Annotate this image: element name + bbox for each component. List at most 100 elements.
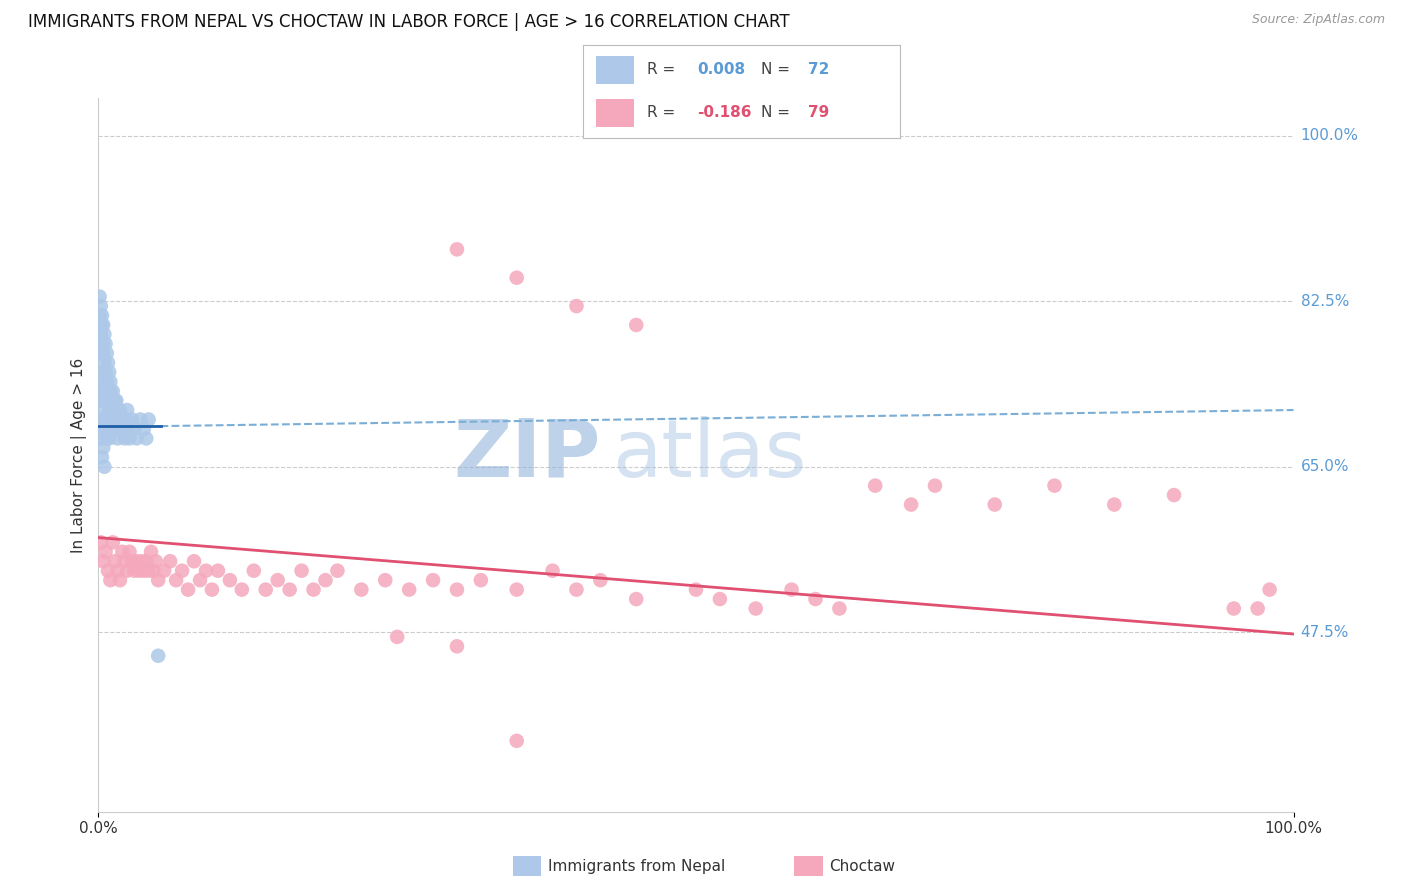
Point — [97, 393, 120, 408]
Point — [115, 412, 138, 426]
Point — [101, 535, 124, 549]
Text: N =: N = — [761, 62, 794, 78]
Point — [114, 554, 136, 568]
Y-axis label: In Labor Force | Age > 16: In Labor Force | Age > 16 — [72, 358, 87, 552]
Point — [302, 582, 325, 597]
Point — [924, 478, 946, 492]
Point — [153, 564, 176, 578]
Point — [112, 422, 135, 436]
Point — [91, 336, 114, 351]
Point — [94, 393, 117, 408]
Point — [98, 403, 121, 417]
Point — [117, 422, 139, 436]
Point — [565, 299, 588, 313]
Point — [470, 573, 492, 587]
Point — [91, 403, 114, 417]
Point — [267, 573, 290, 587]
Point — [138, 412, 160, 426]
Point — [685, 582, 707, 597]
Text: atlas: atlas — [612, 416, 807, 494]
Point — [107, 564, 129, 578]
Point — [165, 573, 187, 587]
Point — [828, 601, 851, 615]
Point — [148, 573, 170, 587]
Point — [104, 393, 127, 408]
Point — [98, 573, 122, 587]
Point — [89, 290, 111, 304]
Point — [105, 422, 128, 436]
Point — [148, 648, 170, 663]
Point — [96, 346, 118, 360]
Point — [101, 384, 124, 398]
Point — [90, 412, 112, 426]
Text: 47.5%: 47.5% — [1301, 624, 1348, 640]
Point — [900, 498, 922, 512]
Point — [91, 309, 114, 323]
Point — [114, 431, 136, 445]
Point — [91, 384, 114, 398]
Point — [100, 422, 122, 436]
Point — [90, 346, 112, 360]
Point — [103, 412, 125, 426]
Text: R =: R = — [647, 62, 681, 78]
Point — [745, 601, 768, 615]
Point — [115, 564, 138, 578]
Point — [89, 375, 111, 389]
Point — [91, 554, 114, 568]
Point — [98, 412, 122, 426]
Point — [97, 356, 120, 370]
Point — [201, 582, 224, 597]
Point — [96, 431, 118, 445]
Point — [243, 564, 266, 578]
Point — [91, 346, 114, 360]
Point — [541, 564, 564, 578]
Point — [90, 365, 112, 379]
Point — [94, 422, 117, 436]
Point — [1222, 601, 1246, 615]
Point — [709, 592, 731, 607]
Point — [91, 450, 114, 465]
Text: R =: R = — [647, 105, 681, 120]
Point — [506, 582, 529, 597]
Point — [132, 564, 155, 578]
Text: 65.0%: 65.0% — [1301, 459, 1348, 475]
Bar — [596, 56, 634, 84]
Point — [118, 545, 141, 559]
Point — [231, 582, 253, 597]
Text: 82.5%: 82.5% — [1301, 293, 1348, 309]
Point — [446, 582, 468, 597]
Point — [124, 564, 146, 578]
Text: Source: ZipAtlas.com: Source: ZipAtlas.com — [1251, 13, 1385, 27]
Text: -0.186: -0.186 — [697, 105, 752, 120]
Point — [105, 393, 128, 408]
Point — [135, 554, 157, 568]
Point — [94, 365, 117, 379]
Text: 100.0%: 100.0% — [1301, 128, 1358, 144]
Point — [110, 422, 132, 436]
Point — [780, 582, 803, 597]
Point — [1163, 488, 1185, 502]
Point — [804, 592, 827, 607]
Text: 0.008: 0.008 — [697, 62, 745, 78]
Point — [107, 412, 129, 426]
Point — [91, 393, 114, 408]
Point — [89, 318, 111, 332]
Point — [177, 582, 200, 597]
Point — [398, 582, 420, 597]
Point — [107, 431, 129, 445]
Point — [91, 318, 114, 332]
Point — [863, 478, 886, 492]
Point — [278, 582, 301, 597]
Point — [91, 318, 114, 332]
Point — [96, 375, 118, 389]
Point — [422, 573, 444, 587]
Text: N =: N = — [761, 105, 794, 120]
Text: 72: 72 — [808, 62, 830, 78]
Point — [104, 554, 127, 568]
Point — [90, 299, 112, 313]
Point — [290, 564, 312, 578]
Point — [94, 336, 117, 351]
Point — [96, 375, 118, 389]
Point — [128, 564, 150, 578]
Point — [98, 365, 121, 379]
